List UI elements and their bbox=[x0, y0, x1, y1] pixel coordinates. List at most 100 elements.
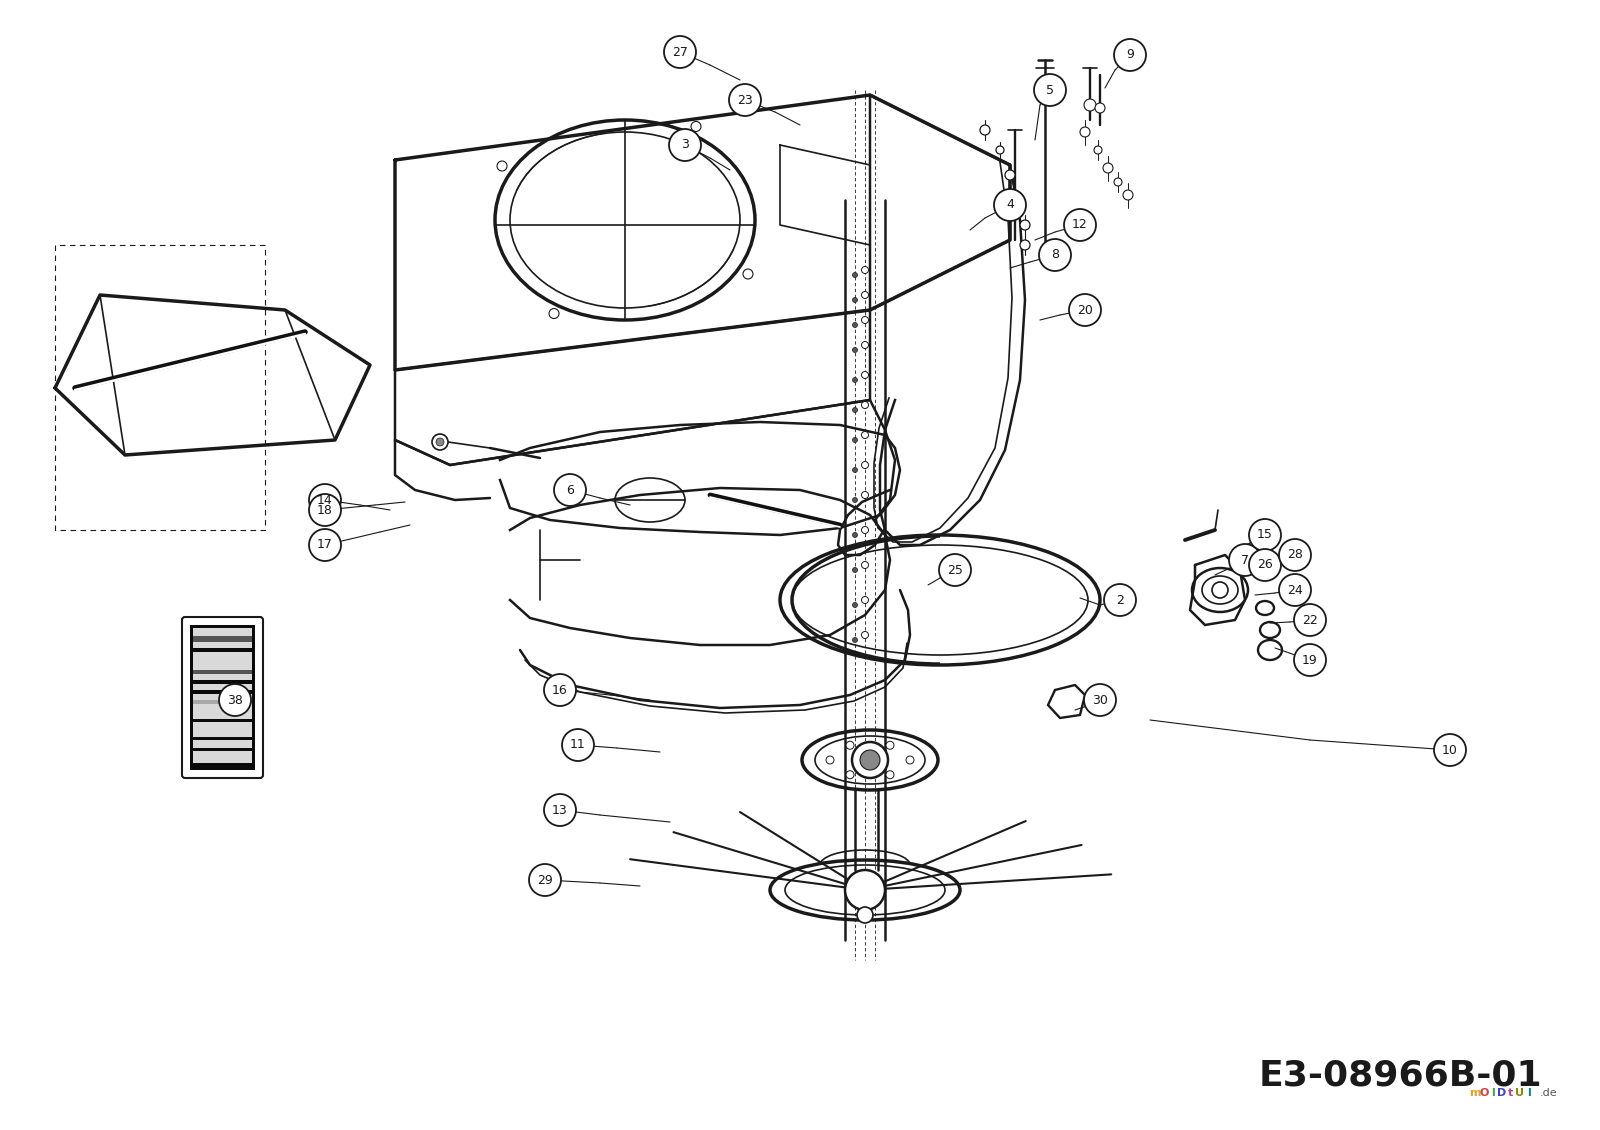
Circle shape bbox=[691, 121, 701, 131]
Circle shape bbox=[861, 341, 869, 348]
Text: U: U bbox=[1515, 1088, 1525, 1098]
Circle shape bbox=[846, 771, 854, 779]
Circle shape bbox=[664, 36, 696, 68]
Circle shape bbox=[861, 527, 869, 533]
Text: 11: 11 bbox=[570, 739, 586, 751]
Circle shape bbox=[853, 567, 858, 573]
Text: 3: 3 bbox=[682, 139, 690, 151]
Circle shape bbox=[1294, 644, 1326, 676]
Text: l: l bbox=[1491, 1088, 1494, 1098]
Circle shape bbox=[853, 532, 858, 538]
Bar bbox=[194, 642, 253, 647]
Circle shape bbox=[886, 771, 894, 779]
Circle shape bbox=[846, 741, 854, 749]
Circle shape bbox=[853, 272, 858, 278]
Circle shape bbox=[853, 408, 858, 412]
Circle shape bbox=[861, 432, 869, 438]
Circle shape bbox=[853, 297, 858, 303]
Circle shape bbox=[1229, 544, 1261, 576]
Bar bbox=[194, 722, 253, 737]
Circle shape bbox=[861, 632, 869, 638]
Text: .de: .de bbox=[1539, 1088, 1558, 1098]
Circle shape bbox=[1114, 40, 1146, 71]
Circle shape bbox=[1016, 195, 1024, 205]
Text: 29: 29 bbox=[538, 873, 554, 887]
Circle shape bbox=[554, 473, 586, 506]
Circle shape bbox=[995, 146, 1005, 154]
Circle shape bbox=[853, 497, 858, 503]
Circle shape bbox=[853, 637, 858, 643]
Circle shape bbox=[861, 316, 869, 323]
Text: 8: 8 bbox=[1051, 249, 1059, 261]
Circle shape bbox=[1005, 170, 1014, 180]
Circle shape bbox=[562, 729, 594, 760]
Text: 2: 2 bbox=[1117, 593, 1123, 607]
Text: 10: 10 bbox=[1442, 744, 1458, 756]
Text: 12: 12 bbox=[1072, 218, 1088, 232]
Circle shape bbox=[1278, 539, 1310, 571]
Bar bbox=[194, 694, 253, 719]
Text: 16: 16 bbox=[552, 684, 568, 696]
Circle shape bbox=[549, 308, 558, 319]
Text: 4: 4 bbox=[1006, 199, 1014, 211]
Circle shape bbox=[1104, 584, 1136, 616]
Circle shape bbox=[1085, 684, 1117, 716]
Circle shape bbox=[1278, 574, 1310, 606]
Text: 22: 22 bbox=[1302, 614, 1318, 626]
Text: 25: 25 bbox=[947, 564, 963, 576]
Circle shape bbox=[853, 468, 858, 472]
Circle shape bbox=[994, 189, 1026, 221]
Text: 24: 24 bbox=[1286, 583, 1302, 597]
Circle shape bbox=[826, 756, 834, 764]
Circle shape bbox=[1021, 240, 1030, 250]
Text: 14: 14 bbox=[317, 494, 333, 506]
Circle shape bbox=[906, 756, 914, 764]
Bar bbox=[194, 684, 253, 690]
Circle shape bbox=[1034, 73, 1066, 106]
Circle shape bbox=[853, 322, 858, 328]
Text: D: D bbox=[1498, 1088, 1507, 1098]
Bar bbox=[194, 636, 253, 642]
Text: O: O bbox=[1480, 1088, 1488, 1098]
Bar bbox=[194, 652, 253, 670]
Text: m: m bbox=[1469, 1088, 1480, 1098]
Text: 23: 23 bbox=[738, 94, 754, 106]
Circle shape bbox=[730, 84, 762, 116]
Bar bbox=[194, 740, 253, 748]
Circle shape bbox=[544, 673, 576, 706]
Circle shape bbox=[1102, 163, 1114, 173]
Text: 6: 6 bbox=[566, 484, 574, 496]
Circle shape bbox=[219, 684, 251, 716]
Circle shape bbox=[1038, 240, 1070, 271]
Circle shape bbox=[1069, 294, 1101, 325]
Text: t: t bbox=[1509, 1088, 1514, 1098]
Circle shape bbox=[861, 750, 880, 770]
Circle shape bbox=[1250, 519, 1282, 551]
Circle shape bbox=[309, 484, 341, 516]
Circle shape bbox=[886, 741, 894, 749]
Text: 7: 7 bbox=[1242, 554, 1250, 566]
Circle shape bbox=[432, 434, 448, 450]
Text: l: l bbox=[1526, 1088, 1531, 1098]
Text: 9: 9 bbox=[1126, 49, 1134, 61]
Circle shape bbox=[861, 562, 869, 568]
Circle shape bbox=[861, 461, 869, 469]
Circle shape bbox=[1064, 209, 1096, 241]
Circle shape bbox=[853, 437, 858, 443]
Text: E3-08966B-01: E3-08966B-01 bbox=[1258, 1058, 1542, 1092]
Circle shape bbox=[845, 870, 885, 910]
Text: 5: 5 bbox=[1046, 84, 1054, 96]
Circle shape bbox=[1250, 549, 1282, 581]
Circle shape bbox=[1213, 582, 1229, 598]
Circle shape bbox=[1114, 179, 1122, 186]
Circle shape bbox=[530, 864, 562, 896]
Circle shape bbox=[861, 292, 869, 298]
Circle shape bbox=[1434, 734, 1466, 766]
Circle shape bbox=[1094, 146, 1102, 154]
Bar bbox=[194, 673, 253, 680]
Circle shape bbox=[1021, 220, 1030, 231]
Circle shape bbox=[858, 907, 874, 923]
Text: 38: 38 bbox=[227, 694, 243, 706]
Circle shape bbox=[861, 372, 869, 379]
Bar bbox=[190, 625, 254, 770]
